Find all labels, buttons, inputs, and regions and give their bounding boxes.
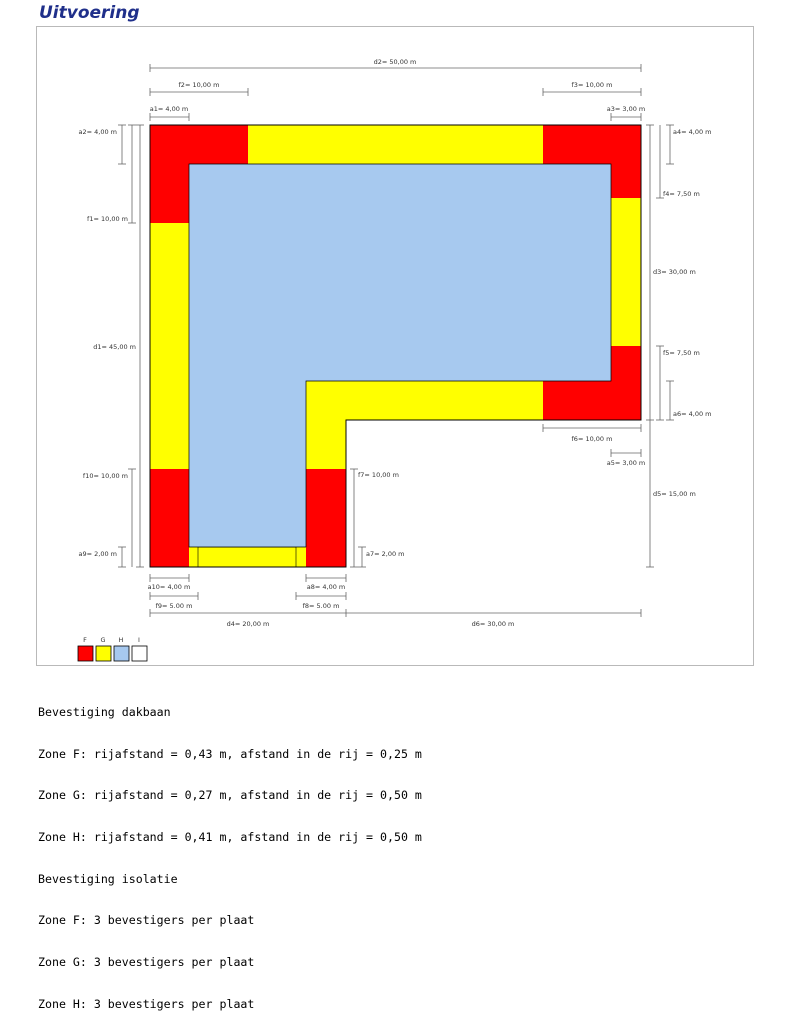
zone-f-bottom-right [306,469,346,567]
legend-swatch-i [131,645,148,662]
legend-swatch-h [113,645,130,662]
zone-g-bottom-strip [197,546,297,568]
note-line-dakbaan-zone-g: Zone G: rijafstand = 0,27 m, afstand in … [38,788,422,803]
dim-label-a3: a3= 3,00 m [607,105,646,113]
dim-label-d1: d1= 45,00 m [93,343,136,351]
dim-label-a7: a7= 2,00 m [366,550,405,558]
dim-label-f1: f1= 10,00 m [87,215,128,223]
dim-label-a2: a2= 4,00 m [78,128,117,136]
note-line-isolatie-zone-f: Zone F: 3 bevestigers per plaat [38,913,255,928]
dim-label-a5: a5= 3,00 m [607,459,646,467]
legend-swatch-f [77,645,94,662]
dim-label-f6: f6= 10,00 m [572,435,613,443]
dim-label-f8: f8= 5.00 m [303,602,340,610]
dim-label-a10: a10= 4,00 m [148,583,191,591]
dim-label-d2: d2= 50,00 m [374,58,417,66]
note-line-isolatie-zone-h: Zone H: 3 bevestigers per plaat [38,996,255,1011]
note-line-dakbaan-zone-f: Zone F: rijafstand = 0,43 m, afstand in … [38,746,422,761]
note-line-isolatie-heading: Bevestiging isolatie [38,871,178,886]
dim-label-d3: d3= 30,00 m [653,268,696,276]
zone-f-inner-corner-vertical [611,346,641,381]
zone-f-top-right-horizontal [543,125,641,164]
legend-label-f: F [83,636,87,644]
note-line-isolatie-zone-g: Zone G: 3 bevestigers per plaat [38,955,255,970]
zone-f-inner-corner-horizontal [543,381,641,420]
dim-label-f4: f4= 7,50 m [663,190,700,198]
dim-label-f5: f5= 7,50 m [663,349,700,357]
dim-label-f9: f9= 5.00 m [156,602,193,610]
zone-h-interior [188,163,612,548]
dim-label-a9: a9= 2,00 m [78,550,117,558]
dim-label-a6: a6= 4,00 m [673,410,712,418]
zone-f-bottom-left [150,469,189,567]
zone-f-top-right-vertical [611,164,641,198]
legend-label-i: I [138,636,140,644]
roof-outline [149,124,642,568]
note-line-dakbaan-heading: Bevestiging dakbaan [38,704,171,719]
note-line-dakbaan-zone-h: Zone H: rijafstand = 0,41 m, afstand in … [38,829,422,844]
legend-label-g: G [100,636,105,644]
dim-label-d4: d4= 20,00 m [227,620,270,628]
dim-label-d5: d5= 15,00 m [653,490,696,498]
zone-f-top-left-horizontal [150,125,248,164]
dim-label-f7: f7= 10,00 m [358,471,399,479]
dim-label-f10: f10= 10,00 m [83,472,128,480]
dim-label-a8: a8= 4,00 m [307,583,346,591]
legend-label-h: H [119,636,124,644]
fastening-notes: Bevestiging dakbaan Zone F: rijafstand =… [38,678,422,1026]
dim-label-a4: a4= 4,00 m [673,128,712,136]
dim-label-d6: d6= 30,00 m [472,620,515,628]
dim-label-a1: a1= 4,00 m [150,105,189,113]
dimension-lines [118,64,674,617]
dimension-labels: d2= 50,00 m f2= 10,00 m f3= 10,00 m a1= … [78,58,711,628]
dim-label-f2: f2= 10,00 m [179,81,220,89]
zone-legend: F G H I [77,636,148,662]
zone-f-top-left-vertical [150,164,189,223]
page-title: Uitvoering [39,3,140,23]
legend-swatch-g [95,645,112,662]
dim-label-f3: f3= 10,00 m [572,81,613,89]
roof-plan-drawing: d2= 50,00 m f2= 10,00 m f3= 10,00 m a1= … [77,58,712,662]
roof-zones [149,124,642,568]
